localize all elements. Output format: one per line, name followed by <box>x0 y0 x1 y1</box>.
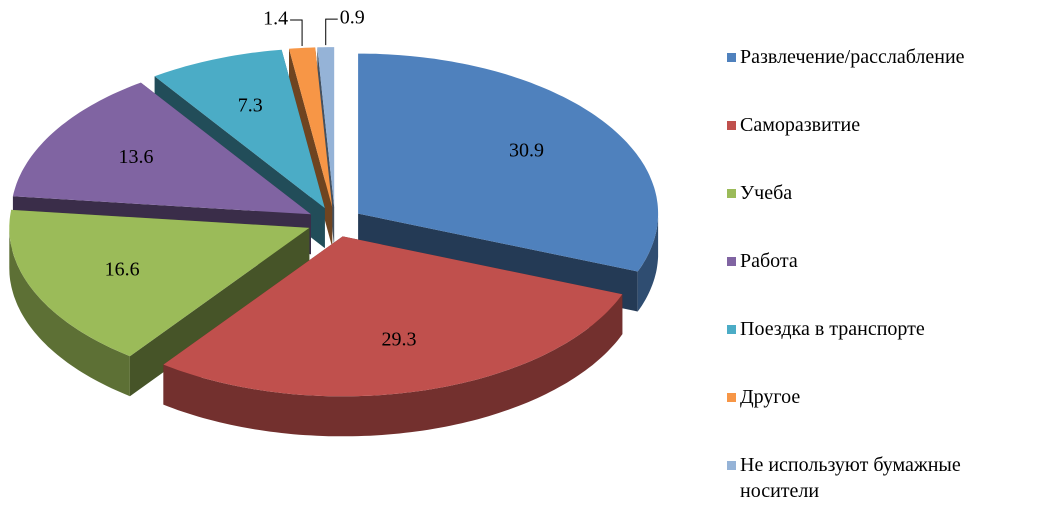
legend-label: Учеба <box>740 182 793 204</box>
legend-swatch <box>727 461 736 470</box>
legend: Развлечение/расслабление Саморазвитие Учеб… <box>727 44 1027 508</box>
slice <box>317 47 335 208</box>
slice-wall <box>163 294 623 437</box>
leader-line <box>325 18 338 46</box>
slice <box>154 49 325 209</box>
legend-item: Поездка в транспорте <box>727 316 1027 384</box>
data-label: 1.4 <box>263 8 288 30</box>
legend-swatch <box>727 121 736 130</box>
data-label: 13.6 <box>119 146 154 168</box>
data-label: 30.9 <box>509 140 544 162</box>
legend-swatch <box>727 325 736 334</box>
legend-label: Не используют бумажные носители <box>740 454 961 502</box>
data-label: 16.6 <box>105 259 140 281</box>
slice <box>358 53 659 272</box>
slice <box>289 47 333 208</box>
pie-area: 30.9 29.3 16.6 13.6 7.3 1.4 0.9 <box>9 7 659 437</box>
slice <box>12 82 312 215</box>
legend-swatch <box>727 53 736 62</box>
legend-label: Работа <box>740 250 798 272</box>
legend-label: Другое <box>740 386 801 408</box>
slice <box>9 209 310 357</box>
legend-item: Развлечение/расслабление <box>727 44 1027 112</box>
legend-label: Саморазвитие <box>740 114 861 136</box>
legend-item: Работа <box>727 248 1027 316</box>
data-label: 0.9 <box>340 7 365 29</box>
legend-item: Учеба <box>727 180 1027 248</box>
legend-item: Саморазвитие <box>727 112 1027 180</box>
slice <box>163 236 623 397</box>
legend-swatch <box>727 189 736 198</box>
data-label: 7.3 <box>238 94 263 116</box>
leader-line <box>290 19 303 46</box>
slice-wall <box>637 213 659 312</box>
legend-label: Развлечение/расслабление <box>740 46 965 68</box>
slice-side <box>129 227 310 397</box>
legend-label: Поездка в транспорте <box>740 318 925 340</box>
legend-swatch <box>727 257 736 266</box>
legend-item: Не используют бумажные носители <box>727 452 1027 508</box>
legend-swatch <box>727 393 736 402</box>
slice-wall <box>9 227 130 397</box>
legend-item: Другое <box>727 384 1027 452</box>
data-label: 29.3 <box>382 329 417 351</box>
